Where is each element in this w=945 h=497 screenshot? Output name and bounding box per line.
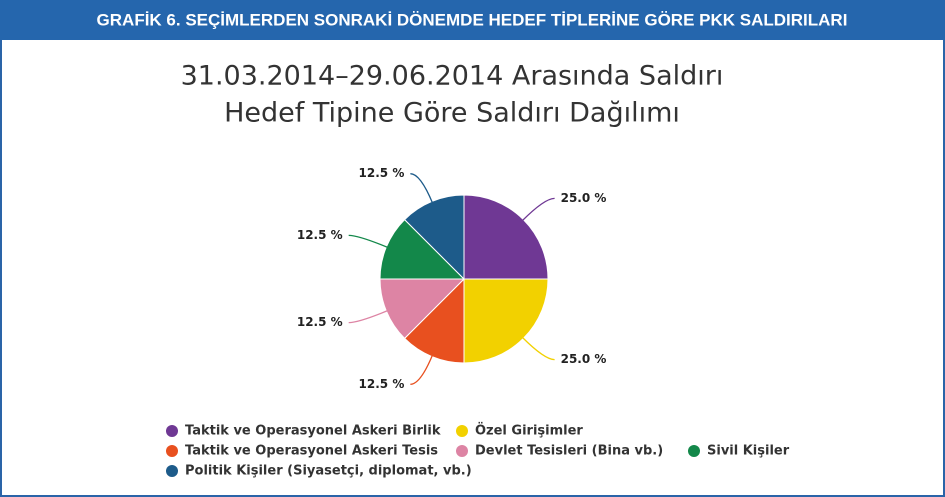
legend-swatch — [688, 445, 700, 457]
leader-line — [348, 234, 389, 249]
header-banner — [0, 0, 945, 40]
legend-swatch — [166, 445, 178, 457]
header: GRAFİK 6. SEÇİMLERDEN SONRAKİ DÖNEMDE HE… — [97, 10, 848, 29]
legend-swatch — [166, 465, 178, 477]
data-label: 12.5 % — [297, 315, 343, 329]
chart-title: 31.03.2014–29.06.2014 Arasında Saldırı — [181, 61, 724, 92]
legend-swatch — [456, 425, 468, 437]
legend-label: Özel Girişimler — [475, 423, 583, 439]
legend-label: Sivil Kişiler — [707, 444, 790, 459]
legend-swatch — [456, 445, 468, 457]
data-label: 12.5 % — [297, 228, 343, 242]
leader-line — [410, 354, 434, 385]
legend-label: Politik Kişiler (Siyasetçi, diplomat, vb… — [185, 464, 472, 479]
chart-title: Hedef Tipine Göre Saldırı Dağılımı — [224, 98, 680, 129]
legend-label: Taktik ve Operasyonel Askeri Tesis — [185, 444, 438, 459]
data-label: 25.0 % — [561, 191, 607, 205]
legend-label: Devlet Tesisleri (Bina vb.) — [475, 444, 663, 459]
data-label: 12.5 % — [359, 166, 405, 180]
data-label: 12.5 % — [359, 377, 405, 391]
legend-swatch — [166, 425, 178, 437]
legend-label: Taktik ve Operasyonel Askeri Birlik — [185, 424, 441, 439]
leader-line — [410, 173, 434, 204]
data-label: 25.0 % — [561, 352, 607, 366]
leader-line — [521, 197, 555, 222]
leader-line — [521, 336, 555, 361]
leader-line — [348, 309, 389, 324]
